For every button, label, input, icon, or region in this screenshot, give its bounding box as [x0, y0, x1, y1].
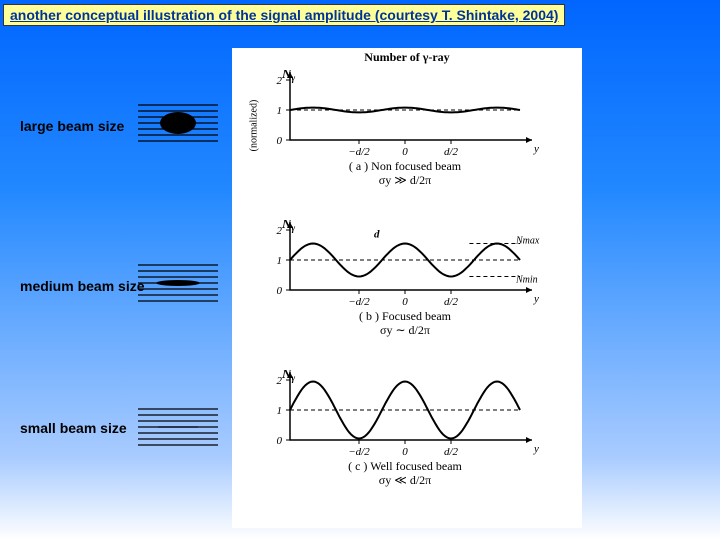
svg-text:2: 2 — [277, 375, 283, 387]
svg-text:0: 0 — [277, 435, 283, 447]
svg-text:−d/2: −d/2 — [348, 446, 370, 458]
svg-text:d/2: d/2 — [444, 446, 459, 458]
svg-text:0: 0 — [277, 135, 283, 147]
svg-text:( a ) Non focused beam: ( a ) Non focused beam — [349, 159, 462, 173]
svg-text:( b ) Focused beam: ( b ) Focused beam — [359, 309, 452, 323]
chart-a: Nγ012−d/20d/2y( a ) Non focused beamσy ≫… — [262, 70, 562, 210]
svg-text:y: y — [533, 143, 539, 155]
label-medium-beam: medium beam size — [20, 278, 145, 294]
svg-text:0: 0 — [402, 296, 408, 308]
svg-text:2: 2 — [277, 225, 283, 237]
beam-ellipse-medium — [156, 280, 200, 286]
figure-panel: Number of γ-ray (normalized) Nγ012−d/20d… — [232, 48, 582, 528]
svg-text:σy ≪ d/2π: σy ≪ d/2π — [379, 473, 431, 487]
svg-text:σy ≫ d/2π: σy ≫ d/2π — [379, 173, 431, 187]
svg-text:1: 1 — [277, 405, 283, 417]
fringe-large-diagram — [138, 102, 218, 152]
svg-text:d: d — [374, 229, 380, 241]
svg-text:1: 1 — [277, 255, 283, 267]
label-large-beam: large beam size — [20, 118, 124, 134]
svg-text:0: 0 — [402, 146, 408, 158]
svg-text:( c ) Well focused beam: ( c ) Well focused beam — [348, 459, 462, 473]
svg-text:d/2: d/2 — [444, 146, 459, 158]
svg-text:−d/2: −d/2 — [348, 296, 370, 308]
fringe-medium-diagram — [138, 262, 218, 312]
y-axis-normalized-label: (normalized) — [248, 100, 259, 152]
svg-text:0: 0 — [402, 446, 408, 458]
figure-top-title: Number of γ-ray — [232, 50, 582, 65]
svg-text:d/2: d/2 — [444, 296, 459, 308]
svg-text:σy ∼ d/2π: σy ∼ d/2π — [380, 323, 430, 337]
label-small-beam: small beam size — [20, 420, 127, 436]
chart-c: Nγ012−d/20d/2y( c ) Well focused beamσy … — [262, 370, 562, 510]
svg-text:y: y — [533, 443, 539, 455]
svg-text:0: 0 — [277, 285, 283, 297]
svg-text:2: 2 — [277, 75, 283, 87]
svg-text:y: y — [533, 293, 539, 305]
chart-b: Nγ012−d/20d/2ydNmaxNmin( b ) Focused bea… — [262, 220, 562, 360]
svg-text:1: 1 — [277, 105, 283, 117]
beam-ellipse-large — [160, 112, 196, 134]
slide-title: another conceptual illustration of the s… — [3, 4, 565, 26]
svg-text:−d/2: −d/2 — [348, 146, 370, 158]
fringe-small-diagram — [138, 406, 218, 456]
svg-text:Nmax: Nmax — [515, 236, 540, 247]
